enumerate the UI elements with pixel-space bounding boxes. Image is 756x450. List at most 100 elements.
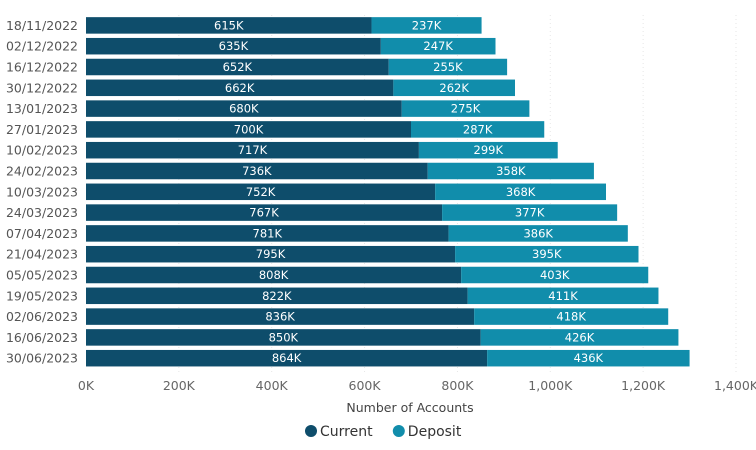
bar-current[interactable] — [86, 162, 428, 180]
x-tick-label: 200K — [163, 378, 196, 393]
bar-deposit[interactable] — [388, 58, 508, 76]
category-label: 24/02/2023 — [6, 164, 78, 179]
category-label: 16/12/2022 — [6, 60, 78, 75]
bar-deposit[interactable] — [487, 349, 690, 367]
bar-data-label: 795K — [256, 247, 286, 261]
bar-data-label: 255K — [433, 60, 463, 74]
x-tick-labels: 0K 200K 400K 600K 800K 1,000K 1,200K 1,400K — [78, 378, 756, 393]
bar-data-label: 615K — [214, 18, 244, 32]
bar-data-label: 850K — [269, 330, 299, 344]
x-tick-label: 1,000K — [528, 378, 573, 393]
bar-data-label: 808K — [259, 268, 289, 282]
bar-current[interactable] — [86, 349, 488, 367]
bar-deposit[interactable] — [401, 100, 530, 117]
category-label: 21/04/2023 — [6, 247, 78, 262]
bar-deposit[interactable] — [455, 245, 639, 263]
x-tick-label: 1,200K — [621, 378, 666, 393]
category-label: 07/04/2023 — [6, 226, 78, 241]
bar-data-label: 403K — [540, 268, 570, 282]
bar-data-label: 767K — [249, 206, 279, 220]
category-labels: 18/11/2022 02/12/2022 16/12/2022 30/12/2022… — [6, 18, 78, 366]
bar-deposit[interactable] — [380, 37, 496, 55]
bar-current[interactable] — [86, 37, 381, 55]
bar-data-label: 247K — [423, 39, 453, 53]
bar-data-label: 358K — [496, 164, 526, 178]
bar-deposit[interactable] — [467, 287, 659, 305]
bar-data-label: 836K — [265, 310, 295, 324]
bar-data-label: 864K — [272, 351, 302, 365]
x-tick-label: 400K — [256, 378, 289, 393]
bar-deposit[interactable] — [442, 204, 618, 221]
bar-deposit[interactable] — [448, 225, 628, 242]
bar-deposit[interactable] — [393, 79, 515, 97]
bar-data-label: 680K — [229, 102, 259, 116]
bar-data-label: 411K — [548, 289, 578, 303]
category-label: 10/02/2023 — [6, 143, 78, 158]
bar-data-label: 635K — [219, 39, 249, 53]
bar-current[interactable] — [86, 204, 443, 221]
bar-deposit[interactable] — [474, 308, 669, 325]
category-label: 05/05/2023 — [6, 268, 78, 283]
bar-data-label: 262K — [439, 81, 469, 95]
legend-label-deposit[interactable]: Deposit — [408, 424, 462, 440]
bar-data-label: 418K — [556, 310, 586, 324]
legend: Current Deposit — [305, 424, 462, 440]
bar-data-label: 237K — [412, 18, 442, 32]
bar-current[interactable] — [86, 17, 372, 34]
bar-deposit[interactable] — [371, 17, 482, 34]
bar-deposit[interactable] — [461, 266, 649, 284]
x-axis-title: Number of Accounts — [346, 400, 473, 415]
bar-data-label: 752K — [246, 185, 276, 199]
bar-current[interactable] — [86, 266, 462, 284]
category-label: 16/06/2023 — [6, 330, 78, 345]
bar-data-label: 736K — [242, 164, 272, 178]
category-label: 18/11/2022 — [6, 18, 78, 33]
bars: 615K 237K 635K 247K 652K 255K 662K 262K 680K 275K… — [86, 17, 690, 367]
bar-data-label: 436K — [574, 351, 604, 365]
bar-data-label: 287K — [463, 122, 493, 136]
bar-current[interactable] — [86, 245, 456, 263]
x-tick-label: 800K — [441, 378, 474, 393]
bar-current[interactable] — [86, 58, 389, 76]
category-label: 24/03/2023 — [6, 205, 78, 220]
bar-current[interactable] — [86, 121, 411, 138]
bar-data-label: 395K — [532, 247, 562, 261]
category-label: 19/05/2023 — [6, 288, 78, 303]
bar-current[interactable] — [86, 308, 475, 325]
bar-current[interactable] — [86, 141, 419, 159]
legend-marker-current — [305, 425, 317, 437]
bar-data-label: 299K — [474, 143, 504, 157]
bar-data-label: 717K — [238, 143, 268, 157]
bar-deposit[interactable] — [435, 183, 606, 201]
bar-current[interactable] — [86, 287, 468, 305]
x-tick-label: 600K — [349, 378, 382, 393]
bar-data-label: 426K — [565, 330, 595, 344]
bar-deposit[interactable] — [411, 121, 545, 138]
bar-deposit[interactable] — [480, 329, 679, 346]
bar-data-label: 822K — [262, 289, 292, 303]
legend-label-current[interactable]: Current — [320, 424, 373, 440]
bar-data-label: 662K — [225, 81, 255, 95]
bar-current[interactable] — [86, 183, 436, 201]
bar-current[interactable] — [86, 329, 481, 346]
bar-data-label: 368K — [506, 185, 536, 199]
bar-current[interactable] — [86, 225, 449, 242]
legend-marker-deposit — [392, 425, 405, 437]
category-label: 30/06/2023 — [6, 351, 78, 366]
category-label: 02/12/2022 — [6, 39, 78, 54]
x-tick-label: 1,400K — [714, 378, 756, 393]
bar-current[interactable] — [86, 79, 394, 97]
category-label: 10/03/2023 — [6, 184, 78, 199]
category-label: 30/12/2022 — [6, 80, 78, 95]
category-label: 02/06/2023 — [6, 309, 78, 324]
bar-data-label: 700K — [234, 122, 264, 136]
bar-data-label: 275K — [451, 102, 481, 116]
bar-data-label: 377K — [515, 206, 545, 220]
bar-current[interactable] — [86, 100, 402, 117]
bar-data-label: 652K — [223, 60, 253, 74]
bar-deposit[interactable] — [427, 162, 594, 180]
bar-deposit[interactable] — [418, 141, 558, 159]
category-label: 13/01/2023 — [6, 101, 78, 116]
category-label: 27/01/2023 — [6, 122, 78, 137]
